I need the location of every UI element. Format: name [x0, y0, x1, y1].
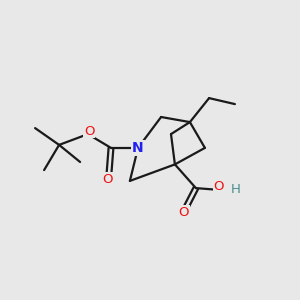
Text: H: H: [231, 183, 240, 196]
Text: O: O: [178, 206, 189, 219]
Text: O: O: [102, 173, 113, 186]
Text: N: N: [132, 141, 144, 155]
Text: O: O: [84, 124, 95, 138]
Text: O: O: [214, 180, 224, 194]
